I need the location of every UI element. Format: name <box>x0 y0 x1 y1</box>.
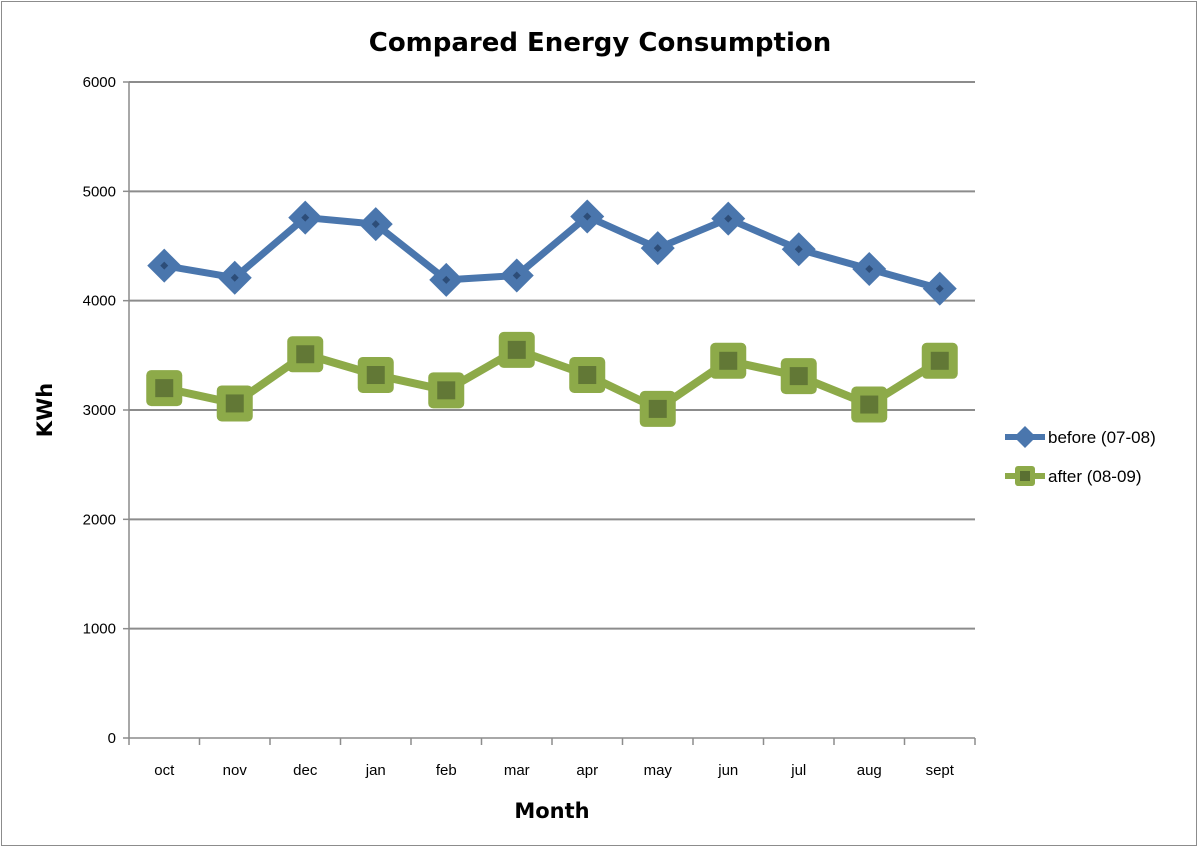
data-point-center <box>507 340 526 359</box>
data-point-center <box>225 394 244 413</box>
gridlines <box>129 81 975 630</box>
data-point-center <box>512 271 521 280</box>
series-1 <box>146 331 958 427</box>
data-point-center <box>296 345 315 364</box>
x-tick-label: may <box>644 762 673 779</box>
y-tick-label: 1000 <box>83 621 116 638</box>
x-tick-label: mar <box>504 762 530 779</box>
data-point-center <box>437 381 456 400</box>
axes: 0 1000 2000 3000 4000 5000 6000 oct nov dec jan feb… <box>83 74 976 779</box>
x-tick-label: feb <box>436 762 457 779</box>
y-tick-label: 2000 <box>83 511 116 528</box>
x-tick-label: nov <box>223 762 248 779</box>
data-point-center <box>366 366 385 385</box>
legend-marker-center <box>1020 471 1030 481</box>
x-tick-label: jul <box>790 762 806 779</box>
x-tick-label: apr <box>576 762 598 779</box>
chart-title: Compared Energy Consumption <box>369 28 832 58</box>
legend-item-1: after (08-09) <box>1005 466 1142 486</box>
data-point-center <box>935 284 944 293</box>
y-tick-label: 6000 <box>83 74 116 91</box>
data-point-center <box>155 379 174 398</box>
data-point-center <box>371 220 380 229</box>
series-line <box>163 212 941 293</box>
x-tick-label: oct <box>154 762 175 779</box>
x-axis-title: Month <box>514 799 589 823</box>
data-point-center <box>865 264 874 273</box>
data-point-center <box>301 213 310 222</box>
data-point-center <box>648 399 667 418</box>
y-tick-label: 4000 <box>83 293 116 310</box>
data-point-center <box>789 367 808 386</box>
series-layer <box>146 199 958 427</box>
series-line <box>163 345 942 413</box>
data-point-center <box>442 275 451 284</box>
legend: before (07-08) after (08-09) <box>1005 426 1156 486</box>
y-tick-label: 5000 <box>83 183 116 200</box>
data-point-center <box>230 273 239 282</box>
legend-label: after (08-09) <box>1048 467 1142 486</box>
data-point-center <box>653 244 662 253</box>
x-tick-label: jun <box>717 762 738 779</box>
series-0 <box>147 199 957 306</box>
x-tick-label: sept <box>926 762 955 779</box>
legend-label: before (07-08) <box>1048 428 1156 447</box>
legend-marker <box>1014 426 1036 448</box>
y-tick-label: 3000 <box>83 402 116 419</box>
x-tick-label: jan <box>365 762 386 779</box>
y-tick-label: 0 <box>108 730 116 747</box>
x-tick-label: dec <box>293 762 318 779</box>
data-point-center <box>583 212 592 221</box>
data-point-center <box>578 366 597 385</box>
data-point-center <box>719 351 738 370</box>
data-point-center <box>794 245 803 254</box>
data-point-center <box>160 261 169 270</box>
x-tick-label: aug <box>857 762 882 779</box>
data-point-center <box>860 395 879 414</box>
y-axis-title: KWh <box>33 383 57 437</box>
legend-item-0: before (07-08) <box>1005 426 1156 448</box>
data-point-center <box>930 351 949 370</box>
data-point-center <box>724 214 733 223</box>
